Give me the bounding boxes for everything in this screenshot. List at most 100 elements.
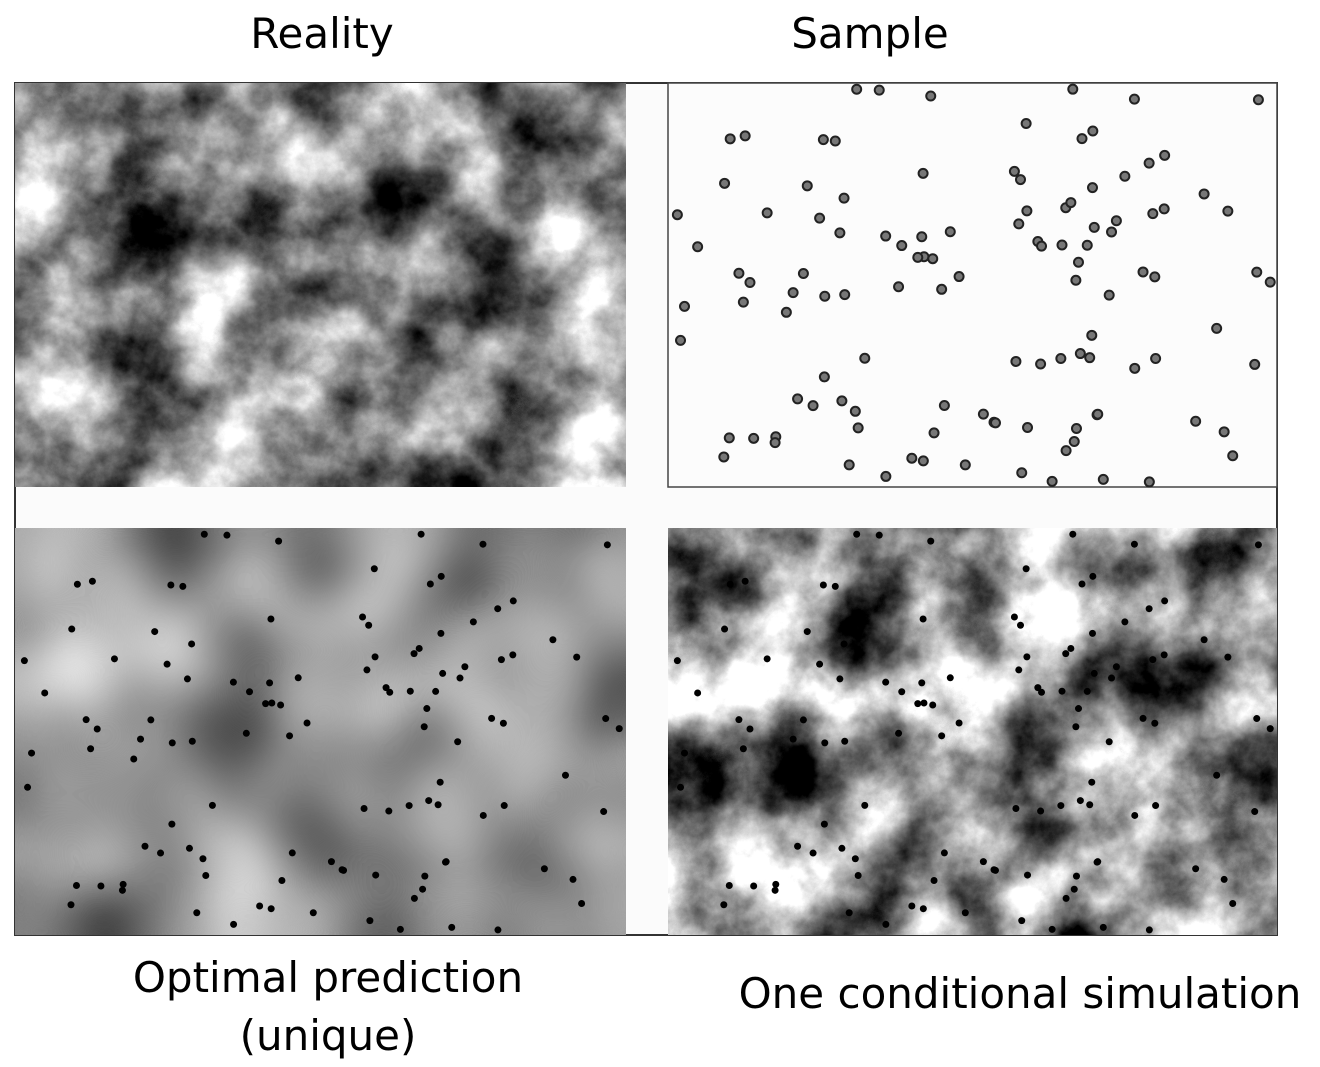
sample-point (1049, 926, 1056, 933)
sample-point (946, 227, 955, 236)
sample-point (509, 651, 516, 658)
sample-point (289, 849, 296, 856)
sample-point (677, 784, 684, 791)
sample-point (1161, 651, 1168, 658)
sample-point (223, 532, 230, 539)
sample-point (262, 700, 269, 707)
sample-point (1037, 242, 1046, 251)
sample-point (790, 736, 797, 743)
sample-point (1088, 183, 1097, 192)
sample-point (1072, 424, 1081, 433)
sample-point (837, 396, 846, 405)
sample-point (1091, 670, 1098, 677)
sample-point (141, 843, 148, 850)
sample-point (1228, 451, 1237, 460)
sample-point (1088, 126, 1097, 135)
sample-point (230, 679, 237, 686)
sample-point (470, 618, 477, 625)
sample-point (734, 269, 743, 278)
sample-point (741, 131, 750, 140)
sample-point (1078, 581, 1085, 588)
sample-point (1037, 808, 1044, 815)
sample-point (119, 887, 126, 894)
sample-point (604, 541, 611, 548)
sample-point (1062, 650, 1069, 657)
sample-point (746, 725, 753, 732)
sample-point (421, 723, 428, 730)
sample-point (188, 640, 195, 647)
sample-point (882, 921, 889, 928)
sample-point (600, 808, 607, 815)
sample-point (1022, 119, 1031, 128)
sample-point (861, 802, 868, 809)
sample-point (1160, 204, 1169, 213)
sample-point (962, 909, 969, 916)
sample-point (852, 855, 859, 862)
sample-point (310, 909, 317, 916)
sample-point (908, 903, 915, 910)
sample-point (328, 858, 335, 865)
sample-point (439, 670, 446, 677)
sample-point (1083, 241, 1092, 250)
sample-point (804, 628, 811, 635)
sample-point (832, 583, 839, 590)
sample-point (783, 756, 790, 763)
sample-point (1084, 688, 1091, 695)
sample-point (268, 700, 275, 707)
sample-point (1085, 353, 1094, 362)
sample-point (1067, 645, 1074, 652)
sample-point (1024, 872, 1031, 879)
sample-point (569, 876, 576, 883)
sample-point (498, 656, 505, 663)
sample-point (803, 181, 812, 190)
sample-point (816, 661, 823, 668)
sample-point (719, 452, 728, 461)
sample-point (151, 628, 158, 635)
sample-point (919, 169, 928, 178)
sample-point (97, 882, 104, 889)
sample-point (411, 895, 418, 902)
sample-point (437, 630, 444, 637)
sample-point (361, 805, 368, 812)
sample-point (193, 909, 200, 916)
sample-point (1089, 630, 1096, 637)
sample-point (1088, 779, 1095, 786)
sample-point (853, 531, 860, 538)
sample-point (1130, 364, 1139, 373)
sample-point (810, 850, 817, 857)
sample-point (1131, 541, 1138, 548)
sample-point (895, 730, 902, 737)
sample-point (1057, 802, 1064, 809)
sample-point (278, 877, 285, 884)
sample-point (246, 688, 253, 695)
sample-point (821, 739, 828, 746)
sample-point (1062, 446, 1071, 455)
sample-point (956, 719, 963, 726)
sample-point (1023, 653, 1030, 660)
sample-point (725, 433, 734, 442)
sample-point (881, 472, 890, 481)
sample-point (167, 582, 174, 589)
sample-point (83, 716, 90, 723)
sample-point (421, 873, 428, 880)
sample-point (831, 136, 840, 145)
sample-point (456, 675, 463, 682)
sample-point (1131, 812, 1138, 819)
sample-point (454, 738, 461, 745)
sample-point (720, 901, 727, 908)
sample-point (386, 689, 393, 696)
sample-point (739, 298, 748, 307)
sample-point (991, 418, 1000, 427)
reality-title: Reality (250, 9, 394, 58)
sample-point (676, 336, 685, 345)
sample-point (1146, 926, 1153, 933)
sample-point (1066, 198, 1075, 207)
sample-point (443, 858, 450, 865)
sample-point (820, 372, 829, 381)
sample-point (947, 674, 954, 681)
sample-point (268, 905, 275, 912)
sample-point (438, 573, 445, 580)
sample-point (164, 661, 171, 668)
sample-point (920, 700, 927, 707)
sample-point (1145, 477, 1154, 486)
